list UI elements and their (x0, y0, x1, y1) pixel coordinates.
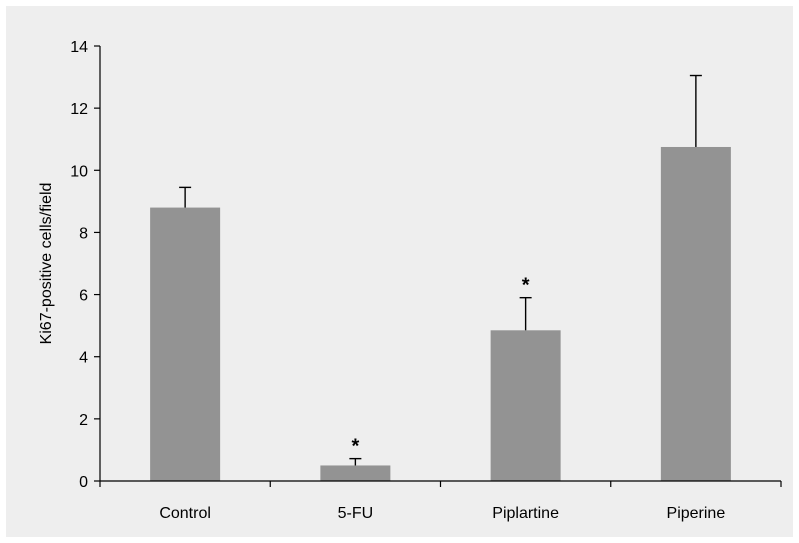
chart-panel: 0 2 4 6 8 10 12 14 Control 5-FU Piplartine Piperin… (6, 6, 793, 537)
category-label: Control (159, 505, 211, 522)
y-tick-label: 4 (79, 350, 88, 367)
bar-control (150, 208, 220, 481)
significance-marker: * (351, 436, 359, 458)
error-bars-layer (179, 76, 702, 466)
y-tick-label: 2 (79, 412, 88, 429)
bar-piperine (661, 147, 731, 481)
y-tick-label: 6 (79, 288, 88, 305)
bar-5-fu (320, 465, 390, 481)
bars-layer (150, 147, 731, 481)
y-tick-label: 8 (79, 225, 88, 242)
y-axis-label: Ki67-positive cells/field (38, 183, 55, 345)
category-label: Piperine (667, 505, 726, 522)
bar-piplartine (491, 330, 561, 481)
category-label: 5-FU (338, 505, 374, 522)
y-tick-label: 0 (79, 474, 88, 491)
y-tick-label: 12 (70, 101, 88, 118)
significance-marker: * (522, 275, 530, 297)
category-label: Piplartine (492, 505, 559, 522)
y-tick-label: 10 (70, 163, 88, 180)
category-labels-layer: Control 5-FU Piplartine Piperine (159, 505, 725, 522)
bar-chart: 0 2 4 6 8 10 12 14 Control 5-FU Piplartine Piperin… (6, 6, 793, 537)
y-tick-label: 14 (70, 39, 88, 56)
